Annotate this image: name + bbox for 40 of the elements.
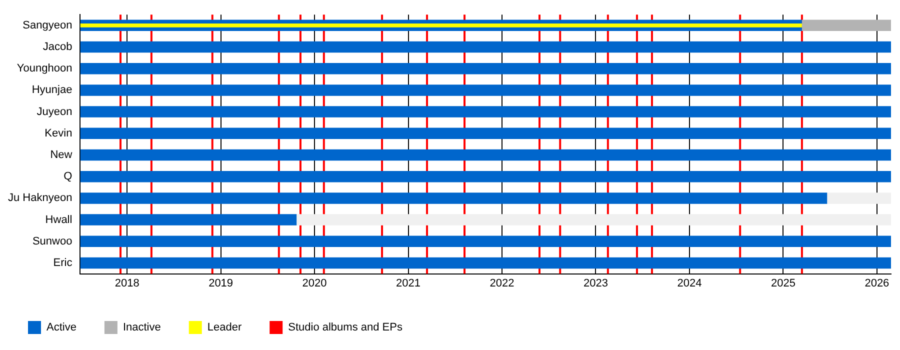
bar [80,84,891,96]
y-tick-label: Juyeon [36,106,72,118]
bar [80,106,891,118]
x-tick-label: 2019 [208,277,234,290]
y-tick-label: Hyunjae [32,84,72,96]
x-tick-label: 2025 [770,277,796,290]
bar [827,192,891,204]
x-tick-label: 2018 [114,277,140,290]
bar [80,214,297,226]
y-tick-label: Q [64,170,73,183]
bar [296,214,891,226]
x-tick-label: 2021 [396,277,421,290]
bar [80,62,891,74]
x-tick-label: 2024 [677,277,702,290]
y-tick-label: Sangyeon [22,19,72,32]
y-tick-label: Ju Haknyeon [8,192,72,204]
y-tick-label: Kevin [44,127,72,140]
y-tick-label: Eric [53,257,73,270]
y-tick-label: Sunwoo [32,235,72,248]
bar [80,192,828,204]
x-tick-label: 2023 [584,277,608,290]
bar [802,20,891,32]
legend-label: Leader [207,322,242,334]
bar [80,41,891,53]
legend-label: Active [46,322,76,334]
bar [80,170,891,182]
legend-label: Studio albums and EPs [288,322,403,334]
bar [80,23,802,28]
legend-label: Inactive [122,322,161,334]
y-tick-label: Jacob [42,41,72,54]
bar [80,128,891,140]
y-tick-label: Younghoon [16,62,72,75]
bar [80,257,891,269]
y-tick-label: Hwall [45,214,72,226]
x-tick-label: 2020 [302,277,327,290]
x-tick-label: 2022 [490,277,514,290]
y-tick-label: New [50,149,72,162]
bar [80,149,891,161]
x-tick-label: 2026 [864,277,890,290]
bar [80,236,891,248]
